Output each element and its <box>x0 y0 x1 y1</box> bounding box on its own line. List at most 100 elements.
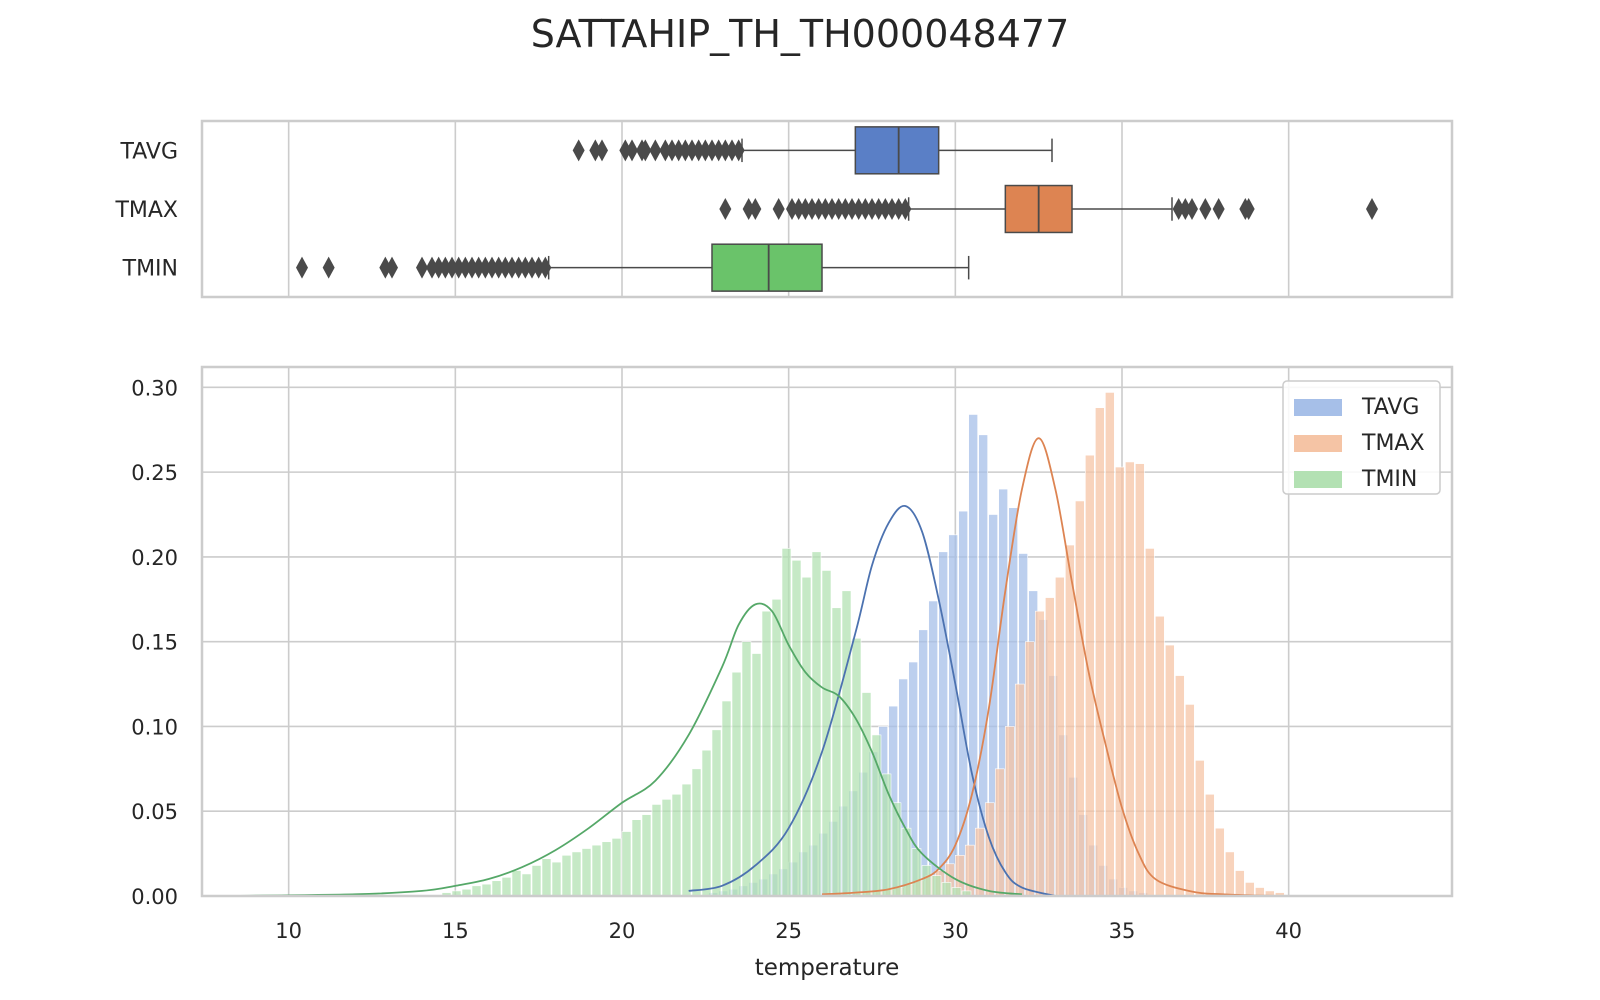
box-outlier <box>859 198 872 220</box>
legend-swatch-tmax <box>1294 435 1342 452</box>
box-outlier <box>416 256 428 279</box>
hist-bar <box>975 827 985 897</box>
box-outlier <box>826 198 838 220</box>
chart-title: SATTAHIP_TH_TH000048477 <box>530 12 1070 56</box>
hist-bar <box>1045 597 1055 897</box>
x-axis-label: temperature <box>755 955 900 981</box>
box-outlier <box>512 256 525 279</box>
box-outlier <box>526 256 538 279</box>
x-tick-label: 40 <box>1275 919 1302 943</box>
hist-bar <box>1035 610 1045 897</box>
hist-bar <box>881 773 892 897</box>
hist-bar <box>781 548 792 897</box>
hist-bar <box>721 700 732 897</box>
box-outlier <box>726 139 738 162</box>
hist-bar <box>921 865 932 897</box>
hist-bars-tmin <box>441 548 972 897</box>
hist-bar <box>968 414 978 897</box>
box-outlier <box>452 256 465 279</box>
hist-bar <box>1135 463 1145 897</box>
hist-bar <box>861 692 872 897</box>
hist-bar <box>581 848 592 897</box>
legend-swatch-tmin <box>1294 471 1342 488</box>
box-outlier <box>486 256 498 279</box>
hist-bar <box>751 653 762 897</box>
boxplot-tmax: TMAX <box>114 184 1378 234</box>
box-outlier <box>812 198 825 220</box>
box-outlier <box>792 198 805 220</box>
box-outlier <box>732 139 745 162</box>
box-outlier <box>719 198 732 220</box>
hist-bar <box>771 598 782 897</box>
hist-bar <box>731 671 742 897</box>
box-outlier <box>589 139 602 162</box>
hist-bar <box>651 804 662 897</box>
hist-bar <box>951 887 962 897</box>
hist-bar <box>1185 704 1195 897</box>
box-panel: TAVG TMAX TMIN <box>114 119 1454 299</box>
hist-bar <box>591 844 602 897</box>
boxplot-tavg: TAVG <box>120 126 1053 175</box>
boxplot-tmin: TMIN <box>122 243 970 292</box>
box-outlier <box>886 198 898 220</box>
hist-bar <box>611 838 622 897</box>
box-outlier <box>596 139 608 162</box>
hist-bar <box>1215 827 1225 897</box>
kde-line-tmin <box>221 602 1023 897</box>
hist-bar <box>1025 641 1035 897</box>
hist-bar <box>501 877 512 897</box>
box-outlier <box>1212 198 1225 220</box>
box-outlier <box>846 198 858 220</box>
box-outlier <box>532 256 545 279</box>
hist-bar <box>791 559 802 897</box>
hist-bar <box>561 855 572 897</box>
hist-bar <box>1225 851 1235 897</box>
hist-bar <box>1155 615 1165 897</box>
box-outlier <box>479 256 492 279</box>
box-outlier <box>742 198 755 220</box>
y-tick-label: 0.00 <box>131 885 178 909</box>
box-outlier <box>626 139 638 162</box>
box-outlier <box>459 256 472 279</box>
x-tick-label: 25 <box>775 919 802 943</box>
hist-bar <box>1165 644 1175 897</box>
hist-bar <box>958 510 968 897</box>
box-panel-frame <box>200 119 1454 299</box>
hist-bar <box>1065 544 1075 897</box>
box-outlier <box>749 198 762 220</box>
box-outlier <box>426 256 438 279</box>
box-outlier <box>672 139 685 162</box>
box-outlier <box>686 139 698 162</box>
hist-bar <box>741 641 752 897</box>
legend-label: TMAX <box>1361 431 1425 456</box>
hist-bar <box>511 870 522 897</box>
hist-bar <box>691 768 702 897</box>
hist-bar <box>471 885 482 897</box>
box-outlier <box>472 256 485 279</box>
hist-bar <box>571 851 582 897</box>
box-outlier <box>1186 198 1198 220</box>
hist-bar <box>931 875 942 897</box>
hist-panel: 10 15 20 25 30 35 40 0.00 0.05 0.10 0.15 0.20 0.25 0.… <box>131 365 1454 981</box>
hist-bar <box>1115 466 1125 897</box>
legend-swatch-tavg <box>1294 399 1342 416</box>
hist-bar <box>531 865 542 897</box>
box-outlier <box>649 139 662 162</box>
hist-bar <box>995 768 1005 897</box>
y-tick-label: 0.10 <box>131 715 178 739</box>
hist-bar <box>811 551 822 897</box>
box-outlier <box>539 256 552 279</box>
box-iqr <box>711 243 823 292</box>
hist-bar <box>801 576 812 897</box>
y-tick-label: 0.05 <box>131 800 178 824</box>
box-outlier <box>806 198 818 220</box>
x-tick-label: 10 <box>275 919 302 943</box>
x-tick-label: 35 <box>1109 919 1136 943</box>
legend: TAVG TMAX TMIN <box>1282 380 1441 495</box>
hist-bar <box>671 793 682 897</box>
box-outlier <box>679 139 692 162</box>
y-tick-label: 0.25 <box>131 461 178 485</box>
x-tick-label: 30 <box>942 919 969 943</box>
hist-bar <box>661 799 672 897</box>
box-outlier <box>799 198 812 220</box>
